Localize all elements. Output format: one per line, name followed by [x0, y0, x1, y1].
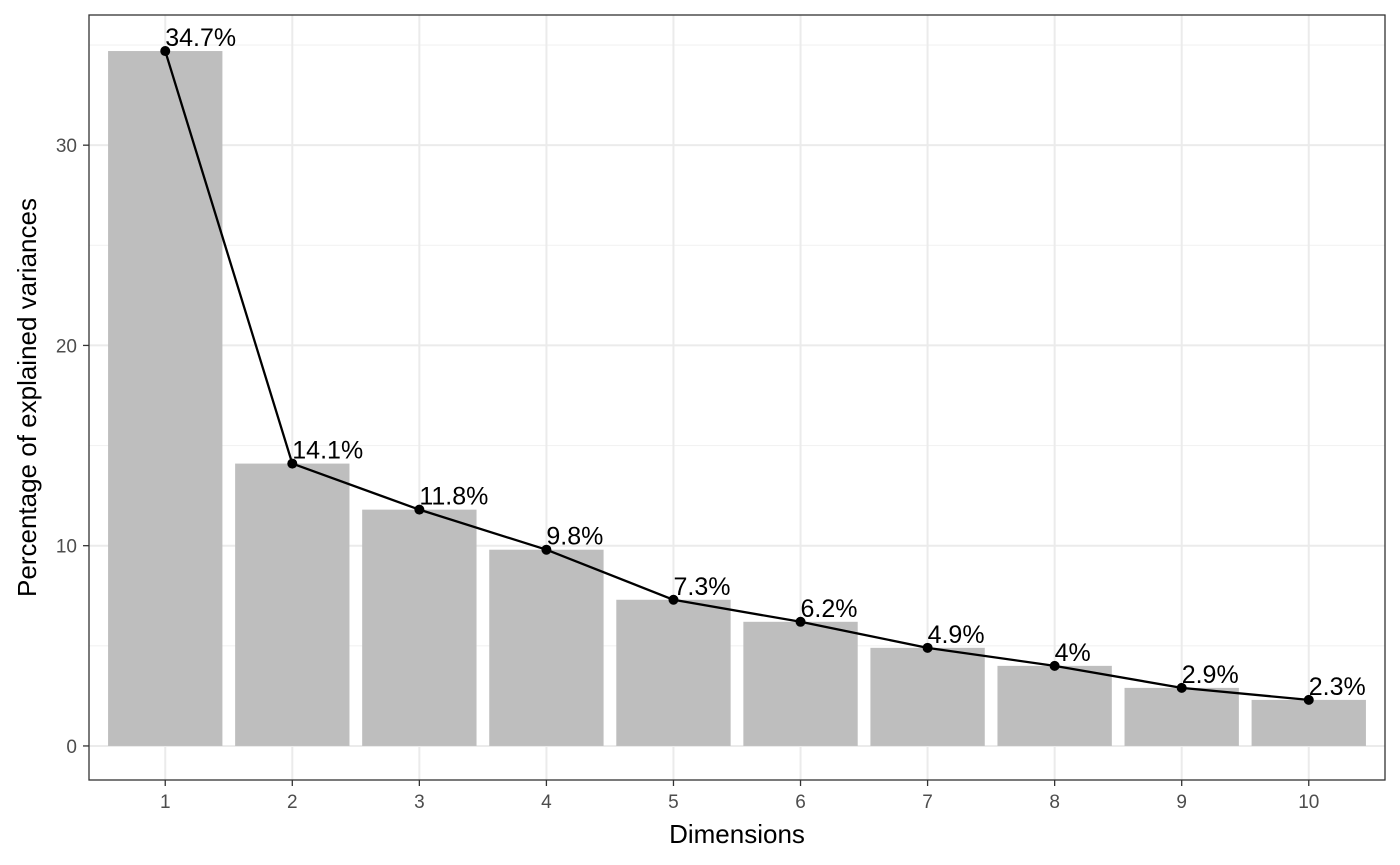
y-axis-title: Percentage of explained variances [12, 198, 42, 597]
bar-dim-6 [743, 621, 858, 746]
bars [108, 51, 1366, 746]
data-label-dim-4: 9.8% [546, 523, 603, 551]
data-label-dim-9: 2.9% [1182, 661, 1239, 689]
data-points [160, 46, 1314, 705]
y-tick-label: 20 [56, 336, 77, 357]
data-label-dim-8: 4% [1055, 639, 1091, 667]
bar-dim-2 [235, 463, 350, 746]
data-labels: 34.7% 14.1% 11.8% 9.8% 7.3% 6.2% 4.9% 4% 2.9% 2.3… [165, 24, 1366, 701]
point-dim-9 [1176, 682, 1187, 693]
y-tick-label: 0 [66, 737, 77, 758]
bar-dim-3 [362, 509, 477, 746]
data-label-dim-3: 11.8% [419, 483, 488, 511]
bar-dim-7 [870, 647, 985, 746]
data-label-dim-10: 2.3% [1309, 673, 1366, 701]
point-dim-2 [287, 458, 298, 469]
data-label-dim-5: 7.3% [673, 573, 730, 601]
x-tick-label: 9 [1176, 792, 1187, 813]
bar-dim-1 [108, 51, 223, 746]
x-tick-label: 1 [160, 792, 171, 813]
x-tick-label: 8 [1049, 792, 1060, 813]
point-dim-4 [541, 544, 552, 555]
point-dim-6 [795, 616, 806, 627]
x-tick-label: 4 [541, 792, 552, 813]
bar-dim-10 [1251, 699, 1366, 746]
point-dim-1 [160, 46, 171, 57]
x-tick-label: 10 [1298, 792, 1319, 813]
data-label-dim-1: 34.7% [165, 24, 236, 52]
bar-dim-8 [997, 665, 1112, 746]
x-axis-title: Dimensions [669, 819, 805, 849]
bar-dim-5 [616, 599, 731, 746]
point-dim-5 [668, 594, 679, 605]
bar-dim-4 [489, 549, 604, 746]
x-tick-label: 3 [414, 792, 425, 813]
variance-polyline [164, 50, 1309, 702]
axes: 0 10 20 30 1 2 3 4 5 6 7 8 9 10 [56, 136, 1319, 813]
x-tick-label: 7 [922, 792, 933, 813]
x-tick-label: 5 [668, 792, 679, 813]
point-dim-8 [1049, 660, 1060, 671]
point-dim-10 [1303, 694, 1314, 705]
data-label-dim-7: 4.9% [928, 621, 985, 649]
y-tick-label: 30 [56, 136, 77, 157]
variance-line [164, 50, 1309, 702]
data-label-dim-6: 6.2% [801, 595, 858, 623]
data-label-dim-2: 14.1% [292, 437, 363, 465]
y-tick-label: 10 [56, 537, 77, 558]
panel-border [88, 14, 1386, 781]
x-tick-label: 2 [287, 792, 298, 813]
bar-dim-9 [1124, 687, 1239, 746]
x-tick-label: 6 [795, 792, 806, 813]
point-dim-3 [414, 504, 425, 515]
point-dim-7 [922, 642, 933, 653]
